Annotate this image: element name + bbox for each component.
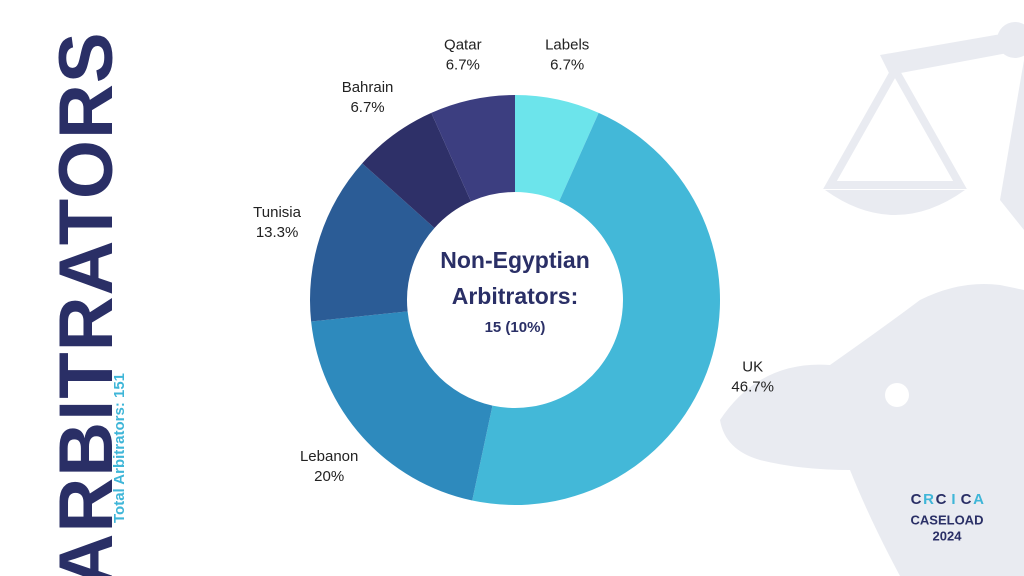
logo-letter: R (923, 491, 934, 508)
slice-value-label: 20% (314, 468, 344, 485)
heading: ARBITRATORS (44, 31, 129, 576)
center-title: Arbitrators: (452, 283, 579, 309)
slice-label: Bahrain (342, 79, 394, 96)
slice (472, 112, 721, 505)
slice (362, 112, 471, 229)
subheading: Total Arbitrators: 151 (111, 373, 128, 523)
slice-value-label: 6.7% (446, 56, 480, 73)
center-title: Non-Egyptian (440, 247, 590, 273)
donut-chart: Labels 6.7% UK 46.7% Lebanon 20% Tunisia 13.3% B… (253, 36, 774, 505)
logo-letter: C (961, 491, 972, 508)
background-art (720, 22, 1024, 576)
logo-line: 2024 (933, 528, 963, 543)
logo-letter: C (936, 491, 947, 508)
slice (515, 95, 599, 202)
slice (431, 95, 515, 202)
slice-label: Qatar (444, 36, 482, 53)
slice (310, 163, 435, 322)
slice-label: UK (742, 359, 763, 376)
slice-label: Lebanon (300, 448, 358, 465)
center-value: 15 (10%) (485, 319, 546, 336)
logo-letter: A (973, 491, 984, 508)
logo-letter: I (951, 491, 955, 508)
slice-value-label: 6.7% (550, 56, 584, 73)
logo-line: CASELOAD (911, 512, 984, 527)
slice-label: Labels (545, 36, 589, 53)
slice (311, 311, 493, 501)
slice-value-label: 46.7% (731, 379, 774, 396)
logo-letter: C (911, 491, 922, 508)
slice-value-label: 13.3% (256, 224, 299, 241)
slice-value-label: 6.7% (350, 99, 384, 116)
slice-label: Tunisia (253, 204, 301, 221)
